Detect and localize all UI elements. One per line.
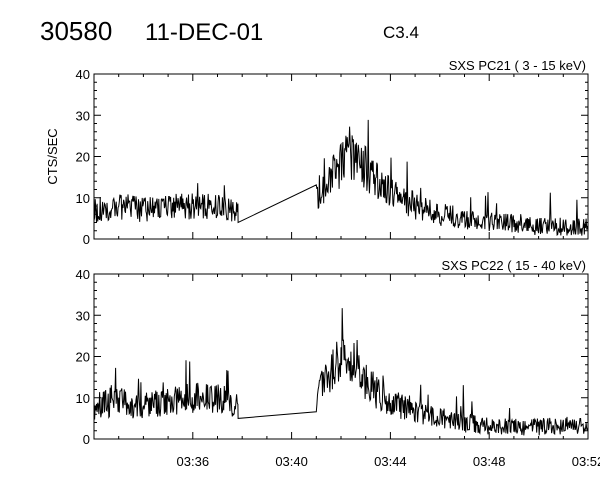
x-tick-label: 03:48: [473, 454, 506, 469]
y-tick-label: 0: [83, 432, 90, 447]
y-tick-label: 30: [76, 108, 90, 123]
panel-title: SXS PC21 ( 3 - 15 keV): [449, 58, 586, 73]
y-tick-label: 10: [76, 191, 90, 206]
flare-class: C3.4: [383, 23, 419, 42]
y-tick-label: 0: [83, 232, 90, 247]
y-tick-label: 40: [76, 267, 90, 282]
series-line: [93, 308, 589, 436]
event-date: 11-DEC-01: [145, 19, 263, 46]
x-tick-label: 03:36: [177, 454, 210, 469]
panel-bottom: SXS PC22 ( 15 - 40 keV) 0 10 20 30 40 03:36 03:…: [76, 258, 600, 469]
panel-title: SXS PC22 ( 15 - 40 keV): [441, 258, 586, 273]
event-id: 30580: [40, 16, 112, 46]
y-tick-label: 20: [76, 350, 90, 365]
y-tick-label: 40: [76, 67, 90, 82]
y-tick-label: 20: [76, 150, 90, 165]
series-line: [93, 119, 589, 237]
y-tick-label: 10: [76, 391, 90, 406]
y-tick-label: 30: [76, 308, 90, 323]
x-tick-label: 03:40: [275, 454, 308, 469]
x-tick-label: 03:44: [374, 454, 407, 469]
x-tick-label: 03:52: [572, 454, 600, 469]
panel-top: SXS PC21 ( 3 - 15 keV) CTS/SEC 0 10 20 30 40: [45, 58, 589, 247]
y-axis-label: CTS/SEC: [45, 128, 60, 184]
